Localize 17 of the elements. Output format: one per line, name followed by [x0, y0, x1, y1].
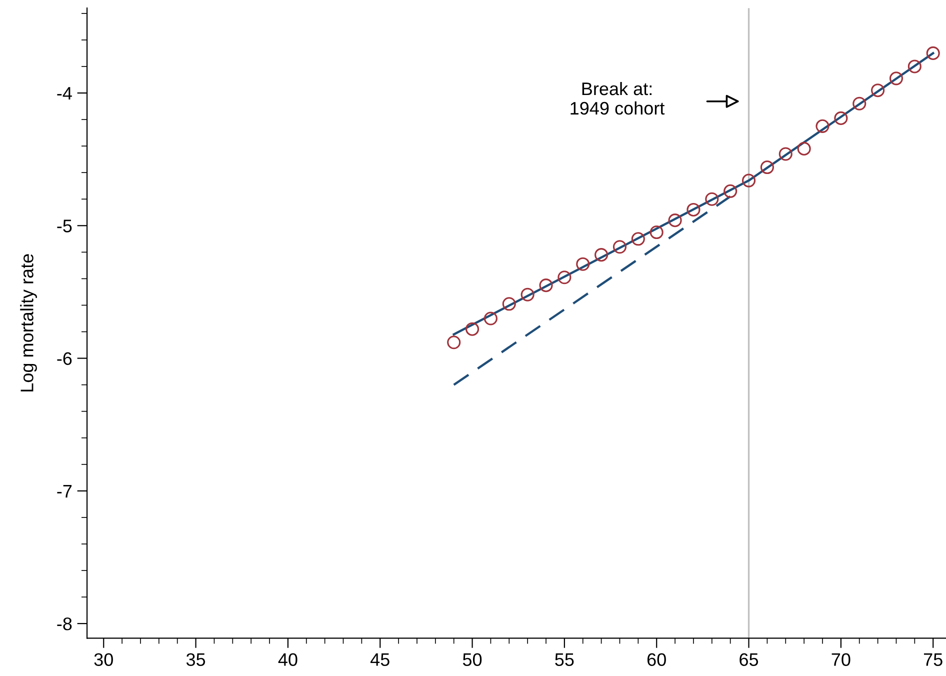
x-tick-label: 65 — [740, 653, 758, 666]
y-tick-label: -7 — [57, 485, 72, 498]
x-tick-label: 50 — [462, 653, 482, 666]
y-tick-label: -6 — [57, 352, 72, 365]
y-axis-title: Log mortality rate — [20, 254, 37, 392]
y-tick-label: -4 — [57, 87, 72, 100]
y-tick-label: -8 — [57, 617, 72, 630]
x-tick-label: 45 — [370, 653, 390, 666]
x-tick-label: 35 — [186, 653, 206, 666]
x-tick-label: 40 — [278, 653, 298, 666]
y-tick-label: -5 — [57, 220, 72, 232]
x-tick-label: 75 — [924, 653, 942, 666]
annotation: Break at: 1949 cohort — [570, 82, 665, 115]
x-tick-label: 55 — [555, 653, 574, 666]
x-tick-label: 60 — [647, 653, 666, 666]
x-tick-label: 70 — [832, 653, 850, 666]
x-tick-label: 30 — [94, 653, 113, 666]
